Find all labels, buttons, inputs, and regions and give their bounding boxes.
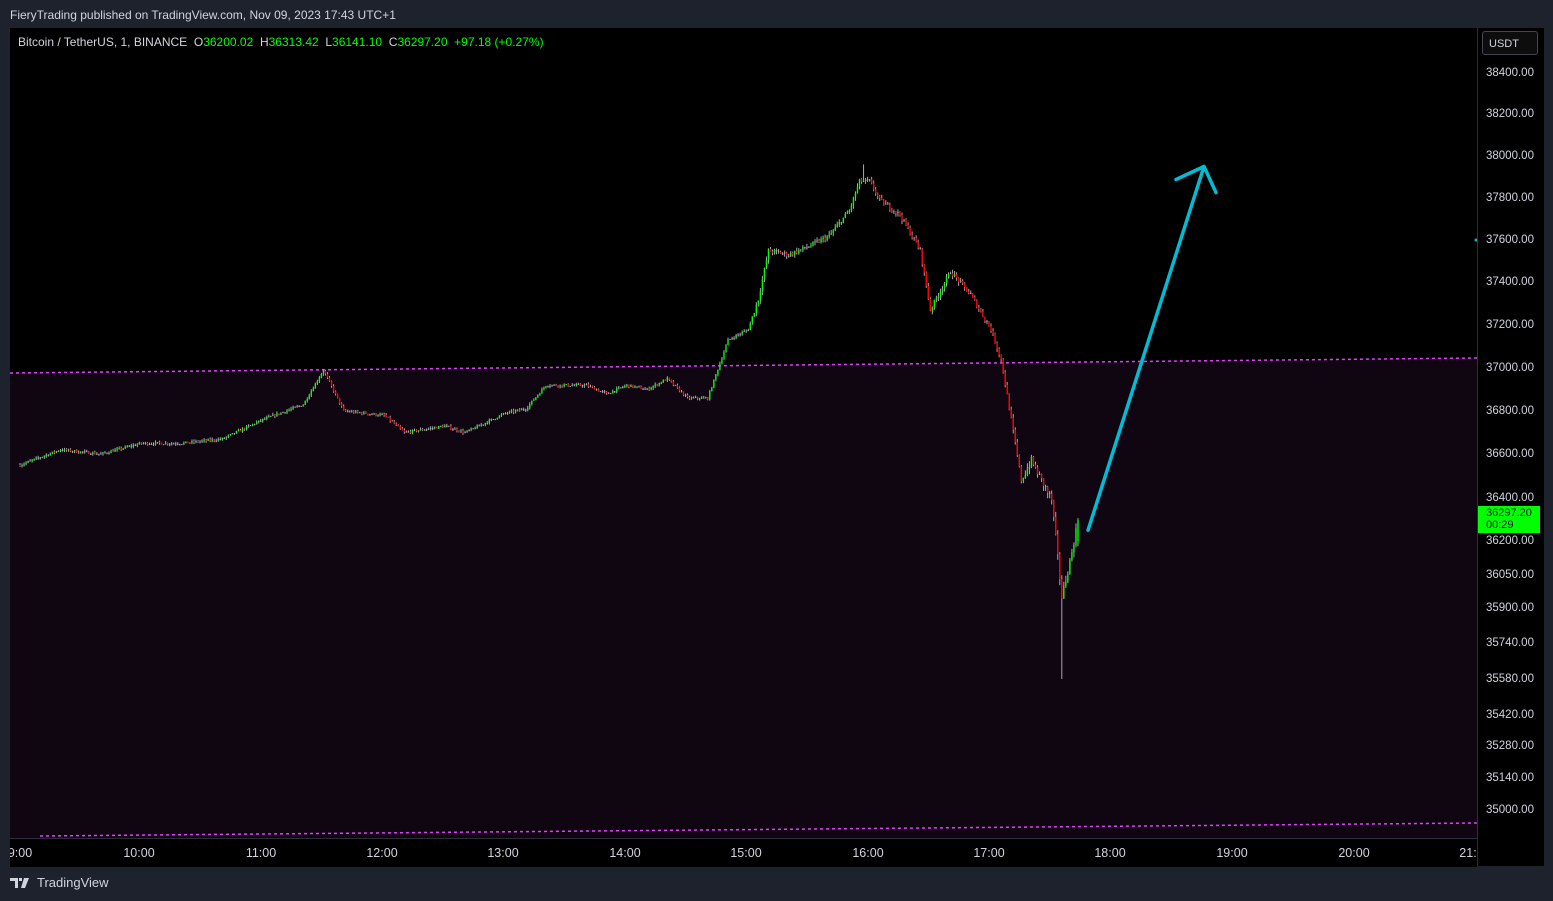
price-tick: 36050.00	[1486, 569, 1534, 581]
price-tick: 38200.00	[1486, 108, 1534, 120]
time-tick: 13:00	[487, 846, 519, 860]
close-value: 36297.20	[397, 35, 448, 49]
price-tick: 35740.00	[1486, 637, 1534, 649]
tradingview-logo[interactable]: TradingView	[10, 875, 109, 890]
price-tick: 37200.00	[1486, 319, 1534, 331]
time-tick: 10:00	[123, 846, 155, 860]
time-axis[interactable]: 9:00 10:00 11:00 12:00 13:00 14:00 15:00 16:00 1…	[10, 838, 1477, 867]
close-label: C	[388, 35, 398, 49]
bar-countdown: 00:29	[1486, 519, 1514, 531]
symbol-name: Bitcoin / TetherUS, 1, BINANCE	[18, 35, 188, 49]
symbol-legend: Bitcoin / TetherUS, 1, BINANCE O36200.02…	[18, 35, 544, 49]
trend-arrow-head	[1174, 164, 1218, 195]
currency-button[interactable]: USDT	[1482, 31, 1538, 55]
price-axis[interactable]: USDT 38400.00 38200.00 38000.00 37800.00 376…	[1477, 28, 1544, 866]
price-tick: 37400.00	[1486, 276, 1534, 288]
price-tick: 35280.00	[1486, 740, 1534, 752]
chart-pane[interactable]	[10, 28, 1477, 838]
trend-arrow-line	[1086, 164, 1206, 532]
low-label: L	[325, 35, 333, 49]
price-tick: 37000.00	[1486, 362, 1534, 374]
last-price-label: 36297.20 00:29	[1478, 506, 1540, 533]
change-value: +97.18 (+0.27%)	[454, 35, 544, 49]
publish-info: FieryTrading published on TradingView.co…	[10, 8, 396, 22]
high-label: H	[259, 35, 269, 49]
price-tick: 37600.00	[1486, 234, 1534, 246]
price-tick: 38400.00	[1486, 67, 1534, 79]
time-tick: 11:00	[245, 846, 277, 860]
time-tick: 15:00	[730, 846, 762, 860]
price-tick: 36400.00	[1486, 492, 1534, 504]
price-tick: 35580.00	[1486, 673, 1534, 685]
price-tick: 35900.00	[1486, 602, 1534, 614]
price-tick: 36200.00	[1486, 535, 1534, 547]
last-price: 36297.20	[1486, 507, 1532, 519]
time-tick: 21:	[1459, 846, 1477, 860]
time-tick: 20:00	[1338, 846, 1370, 860]
time-tick: 16:00	[852, 846, 884, 860]
price-chart[interactable]	[10, 28, 1477, 838]
high-value: 36313.42	[268, 35, 319, 49]
resistance-level-line	[10, 357, 1477, 374]
price-tick: 35420.00	[1486, 709, 1534, 721]
support-zone	[10, 358, 1477, 838]
low-value: 36141.10	[332, 35, 383, 49]
price-tick: 37800.00	[1486, 192, 1534, 204]
open-value: 36200.02	[203, 35, 254, 49]
price-tick: 36600.00	[1486, 448, 1534, 460]
tradingview-logo-icon	[10, 877, 29, 888]
price-tick: 35140.00	[1486, 772, 1534, 784]
brand-name: TradingView	[37, 875, 109, 890]
time-tick: 18:00	[1094, 846, 1126, 860]
time-tick: 9:00	[10, 846, 33, 860]
publish-header: FieryTrading published on TradingView.co…	[0, 0, 1553, 27]
time-tick: 14:00	[609, 846, 641, 860]
price-tick: 38000.00	[1486, 150, 1534, 162]
price-tick: 35000.00	[1486, 804, 1534, 816]
arrow-price-marker	[1474, 238, 1477, 242]
price-tick: 36800.00	[1486, 405, 1534, 417]
time-tick: 12:00	[366, 846, 398, 860]
time-tick: 19:00	[1216, 846, 1248, 860]
open-label: O	[193, 35, 204, 49]
time-tick: 17:00	[973, 846, 1005, 860]
